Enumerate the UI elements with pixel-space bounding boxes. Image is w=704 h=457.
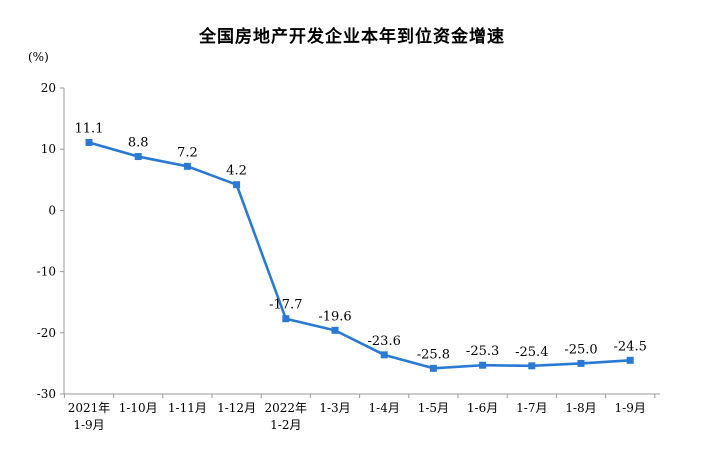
data-point-marker — [528, 362, 536, 370]
data-label: -25.8 — [417, 347, 450, 362]
x-tick-label: 1-12月 — [217, 401, 256, 415]
data-label: -17.7 — [269, 298, 302, 313]
data-point-marker — [233, 181, 241, 189]
series-line — [88, 141, 631, 370]
data-point-marker — [577, 359, 585, 367]
x-axis-ticks: 2021年 1-9月 1-10月 1-11月 1-12月 2022年 1-2月 1-3月 1-4… — [63, 394, 656, 432]
data-point-marker — [183, 162, 191, 170]
x-tick-label: 1-6月 — [467, 401, 498, 415]
data-label: 11.1 — [75, 121, 104, 136]
data-label: 4.2 — [226, 164, 247, 179]
axes — [63, 88, 660, 395]
data-label: -25.4 — [515, 345, 548, 360]
data-labels-group: 11.1 8.8 7.2 4.2 -17.7 -19.6 -23.6 -25.8 -25.3 -2… — [75, 121, 647, 362]
data-point-marker — [429, 364, 437, 372]
x-tick-label: 1-5月 — [418, 401, 449, 415]
x-tick-label: 2021年 — [68, 401, 111, 415]
y-tick-label: -10 — [37, 265, 56, 279]
x-tick-label: 1-8月 — [565, 401, 596, 415]
y-tick-label: 20 — [41, 81, 56, 95]
x-tick-label: 1-9月 — [73, 418, 104, 432]
data-label: 8.8 — [128, 136, 149, 151]
y-tick-label: 0 — [48, 203, 56, 217]
chart-title: 全国房地产开发企业本年到位资金增速 — [199, 27, 505, 47]
y-tick-label: -30 — [37, 387, 56, 401]
x-tick-label: 1-4月 — [369, 401, 400, 415]
x-tick-label: 2022年 — [265, 401, 308, 415]
data-label: -24.5 — [614, 339, 647, 354]
data-point-marker — [380, 351, 388, 359]
y-axis-unit-label: (%) — [28, 50, 49, 64]
x-tick-label: 1-2月 — [270, 418, 301, 432]
data-point-marker — [331, 326, 339, 334]
y-tick-label: -20 — [37, 326, 56, 340]
data-point-marker — [85, 138, 93, 146]
y-tick-label: 10 — [41, 142, 56, 156]
data-point-marker — [479, 361, 487, 369]
x-tick-label: 1-9月 — [615, 401, 646, 415]
x-tick-label: 1-3月 — [319, 401, 350, 415]
data-point-marker — [134, 153, 142, 161]
data-label: -25.0 — [564, 342, 597, 357]
x-tick-label: 1-11月 — [168, 401, 207, 415]
data-point-marker — [626, 356, 634, 364]
data-label: 7.2 — [177, 145, 198, 160]
data-label: -19.6 — [318, 309, 351, 324]
y-axis-ticks: 20 10 0 -10 -20 -30 — [37, 81, 64, 401]
series-group — [85, 138, 634, 372]
x-tick-label: 1-7月 — [516, 401, 547, 415]
data-label: -23.6 — [368, 334, 401, 349]
data-point-marker — [282, 315, 290, 323]
x-tick-label: 1-10月 — [119, 401, 158, 415]
data-label: -25.3 — [466, 344, 499, 359]
